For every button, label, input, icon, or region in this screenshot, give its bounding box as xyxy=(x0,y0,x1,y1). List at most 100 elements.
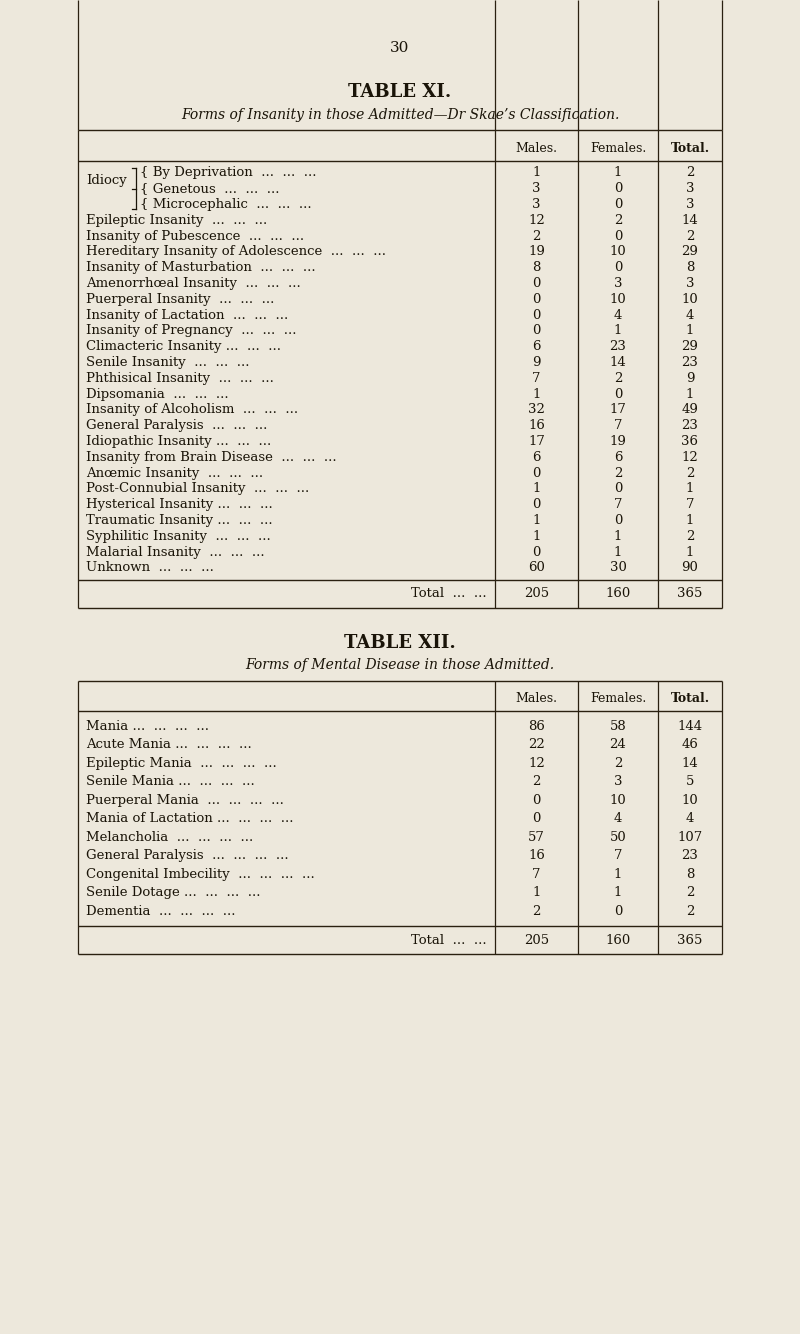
Text: 0: 0 xyxy=(532,277,541,289)
Text: 7: 7 xyxy=(686,498,694,511)
Text: 1: 1 xyxy=(614,167,622,179)
Text: 4: 4 xyxy=(686,308,694,321)
Text: 3: 3 xyxy=(614,277,622,289)
Text: Amenorrhœal Insanity  ...  ...  ...: Amenorrhœal Insanity ... ... ... xyxy=(86,277,301,289)
Text: 0: 0 xyxy=(614,904,622,918)
Text: 50: 50 xyxy=(610,831,626,843)
Text: 10: 10 xyxy=(610,794,626,807)
Text: 9: 9 xyxy=(532,356,541,370)
Text: Dipsomania  ...  ...  ...: Dipsomania ... ... ... xyxy=(86,388,229,400)
Text: 205: 205 xyxy=(524,587,549,600)
Text: Epileptic Insanity  ...  ...  ...: Epileptic Insanity ... ... ... xyxy=(86,213,267,227)
Text: 4: 4 xyxy=(686,812,694,824)
Text: 0: 0 xyxy=(614,514,622,527)
Text: 2: 2 xyxy=(686,167,694,179)
Text: 23: 23 xyxy=(610,340,626,354)
Text: Hysterical Insanity ...  ...  ...: Hysterical Insanity ... ... ... xyxy=(86,498,273,511)
Text: 3: 3 xyxy=(686,183,694,195)
Text: 58: 58 xyxy=(610,719,626,732)
Text: TABLE XII.: TABLE XII. xyxy=(344,634,456,652)
Text: Total  ...  ...: Total ... ... xyxy=(411,934,487,947)
Text: 32: 32 xyxy=(528,403,545,416)
Text: Insanity of Masturbation  ...  ...  ...: Insanity of Masturbation ... ... ... xyxy=(86,261,316,275)
Text: 2: 2 xyxy=(686,229,694,243)
Text: 0: 0 xyxy=(532,794,541,807)
Text: Mania of Lactation ...  ...  ...  ...: Mania of Lactation ... ... ... ... xyxy=(86,812,294,824)
Text: 36: 36 xyxy=(682,435,698,448)
Text: 57: 57 xyxy=(528,831,545,843)
Text: Hereditary Insanity of Adolescence  ...  ...  ...: Hereditary Insanity of Adolescence ... .… xyxy=(86,245,386,259)
Text: 1: 1 xyxy=(686,388,694,400)
Text: { Microcephalic  ...  ...  ...: { Microcephalic ... ... ... xyxy=(140,197,312,211)
Text: 2: 2 xyxy=(614,213,622,227)
Text: Melancholia  ...  ...  ...  ...: Melancholia ... ... ... ... xyxy=(86,831,254,843)
Text: 30: 30 xyxy=(610,562,626,575)
Text: 365: 365 xyxy=(678,934,702,947)
Text: 86: 86 xyxy=(528,719,545,732)
Text: 160: 160 xyxy=(606,934,630,947)
Text: 22: 22 xyxy=(528,738,545,751)
Text: 2: 2 xyxy=(532,904,541,918)
Text: 16: 16 xyxy=(528,419,545,432)
Text: 1: 1 xyxy=(614,867,622,880)
Text: Females.: Females. xyxy=(590,692,646,706)
Text: 24: 24 xyxy=(610,738,626,751)
Text: 365: 365 xyxy=(678,587,702,600)
Text: 7: 7 xyxy=(614,848,622,862)
Text: Insanity of Pubescence  ...  ...  ...: Insanity of Pubescence ... ... ... xyxy=(86,229,304,243)
Text: 14: 14 xyxy=(682,213,698,227)
Text: 12: 12 xyxy=(682,451,698,464)
Text: 4: 4 xyxy=(614,308,622,321)
Text: 1: 1 xyxy=(614,530,622,543)
Text: 3: 3 xyxy=(532,197,541,211)
Text: 160: 160 xyxy=(606,587,630,600)
Text: Acute Mania ...  ...  ...  ...: Acute Mania ... ... ... ... xyxy=(86,738,252,751)
Text: 8: 8 xyxy=(686,867,694,880)
Text: 144: 144 xyxy=(678,719,702,732)
Text: 2: 2 xyxy=(614,756,622,770)
Text: 17: 17 xyxy=(528,435,545,448)
Text: 2: 2 xyxy=(686,530,694,543)
Text: 2: 2 xyxy=(686,467,694,480)
Text: 10: 10 xyxy=(610,292,626,305)
Text: 1: 1 xyxy=(614,546,622,559)
Text: 1: 1 xyxy=(686,483,694,495)
Text: Phthisical Insanity  ...  ...  ...: Phthisical Insanity ... ... ... xyxy=(86,372,274,384)
Text: Total.: Total. xyxy=(670,692,710,706)
Text: TABLE XI.: TABLE XI. xyxy=(348,83,452,101)
Text: Anœmic Insanity  ...  ...  ...: Anœmic Insanity ... ... ... xyxy=(86,467,263,480)
Text: Climacteric Insanity ...  ...  ...: Climacteric Insanity ... ... ... xyxy=(86,340,281,354)
Text: 0: 0 xyxy=(532,467,541,480)
Text: 29: 29 xyxy=(682,245,698,259)
Text: 5: 5 xyxy=(686,775,694,788)
Text: Females.: Females. xyxy=(590,141,646,155)
Text: Syphilitic Insanity  ...  ...  ...: Syphilitic Insanity ... ... ... xyxy=(86,530,270,543)
Text: General Paralysis  ...  ...  ...  ...: General Paralysis ... ... ... ... xyxy=(86,848,289,862)
Text: 0: 0 xyxy=(614,483,622,495)
Text: 30: 30 xyxy=(390,41,410,55)
Text: 205: 205 xyxy=(524,934,549,947)
Text: 0: 0 xyxy=(532,498,541,511)
Text: 0: 0 xyxy=(614,261,622,275)
Text: 2: 2 xyxy=(686,886,694,899)
Text: 1: 1 xyxy=(532,388,541,400)
Text: 23: 23 xyxy=(682,356,698,370)
Text: Mania ...  ...  ...  ...: Mania ... ... ... ... xyxy=(86,719,209,732)
Text: { Genetous  ...  ...  ...: { Genetous ... ... ... xyxy=(140,183,279,195)
Text: 2: 2 xyxy=(686,904,694,918)
Text: Insanity of Alcoholism  ...  ...  ...: Insanity of Alcoholism ... ... ... xyxy=(86,403,298,416)
Text: 3: 3 xyxy=(614,775,622,788)
Text: 2: 2 xyxy=(532,775,541,788)
Text: 0: 0 xyxy=(614,229,622,243)
Text: 0: 0 xyxy=(614,183,622,195)
Text: 10: 10 xyxy=(610,245,626,259)
Text: General Paralysis  ...  ...  ...: General Paralysis ... ... ... xyxy=(86,419,267,432)
Text: 16: 16 xyxy=(528,848,545,862)
Text: Males.: Males. xyxy=(515,141,558,155)
Text: 1: 1 xyxy=(614,324,622,338)
Text: 9: 9 xyxy=(686,372,694,384)
Text: 0: 0 xyxy=(532,292,541,305)
Text: 6: 6 xyxy=(614,451,622,464)
Text: 10: 10 xyxy=(682,292,698,305)
Text: 0: 0 xyxy=(614,388,622,400)
